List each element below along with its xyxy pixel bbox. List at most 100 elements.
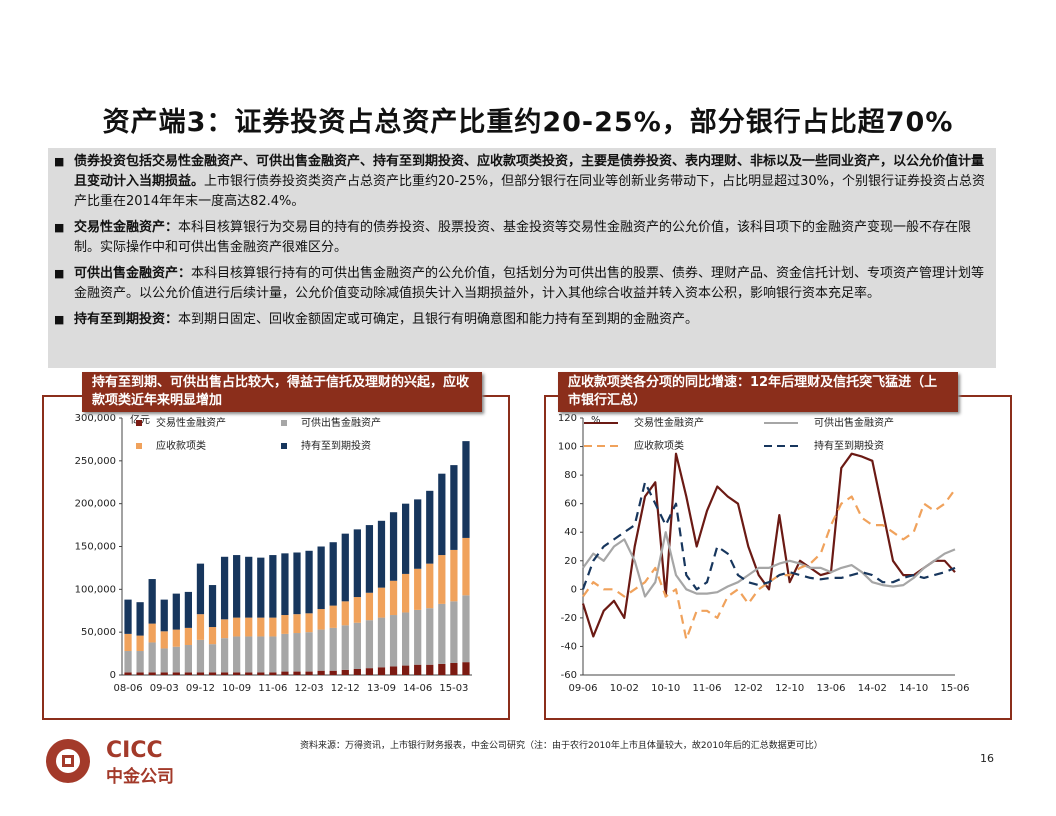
legend-label: 交易性金融资产: [634, 416, 704, 429]
bar-segment: [414, 609, 422, 665]
bar-segment: [414, 499, 422, 569]
bar-segment: [220, 672, 229, 675]
legend-label: 交易性金融资产: [156, 416, 226, 429]
bar-segment: [317, 629, 325, 671]
bar-segment: [293, 614, 301, 634]
bar-segment: [450, 601, 458, 664]
chart-title: 持有至到期、可供出售占比较大，得益于信托及理财的兴起，应收款项类近年来明显增加: [82, 372, 482, 412]
bar-segment: [172, 672, 180, 675]
legend-label: 可供出售金融资产: [814, 416, 894, 429]
x-tick-label: 11-06: [692, 683, 721, 694]
x-tick-label: 12-10: [775, 683, 804, 694]
x-tick-label: 08-06: [114, 683, 143, 694]
bar-segment: [377, 520, 386, 588]
bullet-box: 债券投资包括交易性金融资产、可供出售金融资产、持有至到期投资、应收款项类投资，主…: [48, 148, 996, 368]
legend-label: 持有至到期投资: [301, 439, 371, 452]
bullet-text: 本科目核算银行为交易目的持有的债券投资、股票投资、基金投资等交易性金融资产的公允…: [74, 220, 972, 255]
bullet-lead: 交易性金融资产：: [74, 220, 179, 235]
bar-segment: [438, 555, 446, 604]
bar-segment: [462, 537, 470, 596]
bar-segment: [148, 642, 156, 673]
bar-segment: [245, 672, 253, 675]
x-tick-label: 14-06: [403, 683, 432, 694]
x-tick-label: 12-02: [734, 683, 763, 694]
bar-segment: [136, 635, 144, 652]
bar-segment: [402, 503, 410, 574]
bar-segment: [426, 608, 434, 665]
bar-segment: [305, 613, 313, 633]
logo-text: 中金公司: [106, 767, 174, 787]
bar-segment: [293, 671, 301, 675]
chart: -60 -40 -20 0 20 40 60 80 100 120% 交易性金融资产 可供出售金融资产…: [558, 413, 970, 694]
line-series: [581, 481, 956, 591]
bar-segment: [148, 579, 156, 624]
bar-segment: [450, 465, 458, 550]
bar-segment: [281, 615, 289, 634]
bar-segment: [341, 601, 349, 626]
bar-segment: [245, 556, 253, 618]
bar-segment: [317, 546, 325, 610]
bar-segment: [257, 672, 265, 675]
bar-segment: [365, 620, 374, 669]
bar-segment: [184, 591, 192, 628]
bar-segment: [136, 672, 144, 675]
bar-segment: [365, 525, 374, 593]
bar-segment: [414, 664, 422, 675]
bar-segment: [329, 542, 337, 606]
bar-segment: [438, 603, 446, 664]
bar-segment: [257, 557, 265, 618]
bar-segment: [462, 441, 470, 538]
bar-segment: [305, 671, 313, 675]
bullet-text: 上市银行债券投资类资产占总资产比重约20-25%，但部分银行在同业等创新业务带动…: [74, 174, 986, 209]
x-tick-label: 09-06: [568, 683, 597, 694]
bar-segment: [124, 633, 132, 652]
bar-segment: [389, 615, 398, 667]
bullet-lead: 持有至到期投资：: [74, 312, 179, 327]
bar-segment: [233, 672, 241, 675]
bar-segment: [124, 672, 132, 675]
x-tick-label: 09-03: [150, 683, 179, 694]
bar-segment: [377, 617, 386, 668]
bar-segment: [450, 549, 458, 602]
chart-panel: 0 50,000 100,000 150,000 200,000 250,000 300,0…: [42, 395, 510, 720]
bar-segment: [233, 617, 241, 637]
bar-segment: [196, 614, 205, 640]
y-tick-label: 50,000: [81, 627, 116, 638]
bar-segment: [462, 595, 470, 663]
bar-segment: [148, 672, 156, 675]
bar-segment: [257, 617, 265, 637]
y-tick-label: 40: [564, 527, 577, 538]
bullet: 交易性金融资产：本科目核算银行为交易目的持有的债券投资、股票投资、基金投资等交易…: [54, 218, 986, 258]
bar-segment: [269, 636, 277, 673]
bar-segment: [389, 666, 398, 675]
bar-segment: [426, 563, 434, 609]
x-tick-label: 14-02: [858, 683, 887, 694]
x-tick-label: 10-02: [610, 683, 639, 694]
bar-segment: [208, 585, 217, 628]
y-tick-label: 200,000: [75, 499, 116, 510]
bar-segment: [196, 672, 205, 675]
logo-mark: [46, 739, 90, 783]
source-note: 资料来源：万得资讯，上市银行财务报表，中金公司研究（注：由于农行2010年上市且…: [300, 741, 823, 751]
bar-segment: [462, 662, 470, 675]
bar-segment: [208, 644, 217, 673]
bar-segment: [438, 663, 446, 675]
x-tick-label: 12-12: [331, 683, 360, 694]
bullet-text: 本到期日固定、回收金额固定或可确定，且银行有明确意图和能力持有至到期的金融资产。: [178, 312, 699, 327]
bar-segment: [208, 627, 217, 645]
x-tick-label: 15-03: [439, 683, 468, 694]
x-tick-label: 11-06: [258, 683, 287, 694]
unit-label: %: [591, 415, 601, 426]
y-tick-label: 100,000: [75, 584, 116, 595]
bar-segment: [426, 664, 434, 675]
logo-text: CICC: [106, 738, 163, 763]
bar-segment: [329, 670, 337, 675]
bar-segment: [172, 646, 180, 673]
bar-segment: [184, 627, 192, 646]
bar-segment: [450, 663, 458, 675]
bar-segment: [317, 670, 325, 675]
page-number: 16: [980, 752, 994, 765]
y-tick-label: 20: [564, 556, 577, 567]
bar-segment: [172, 629, 180, 647]
bar-segment: [353, 529, 361, 598]
